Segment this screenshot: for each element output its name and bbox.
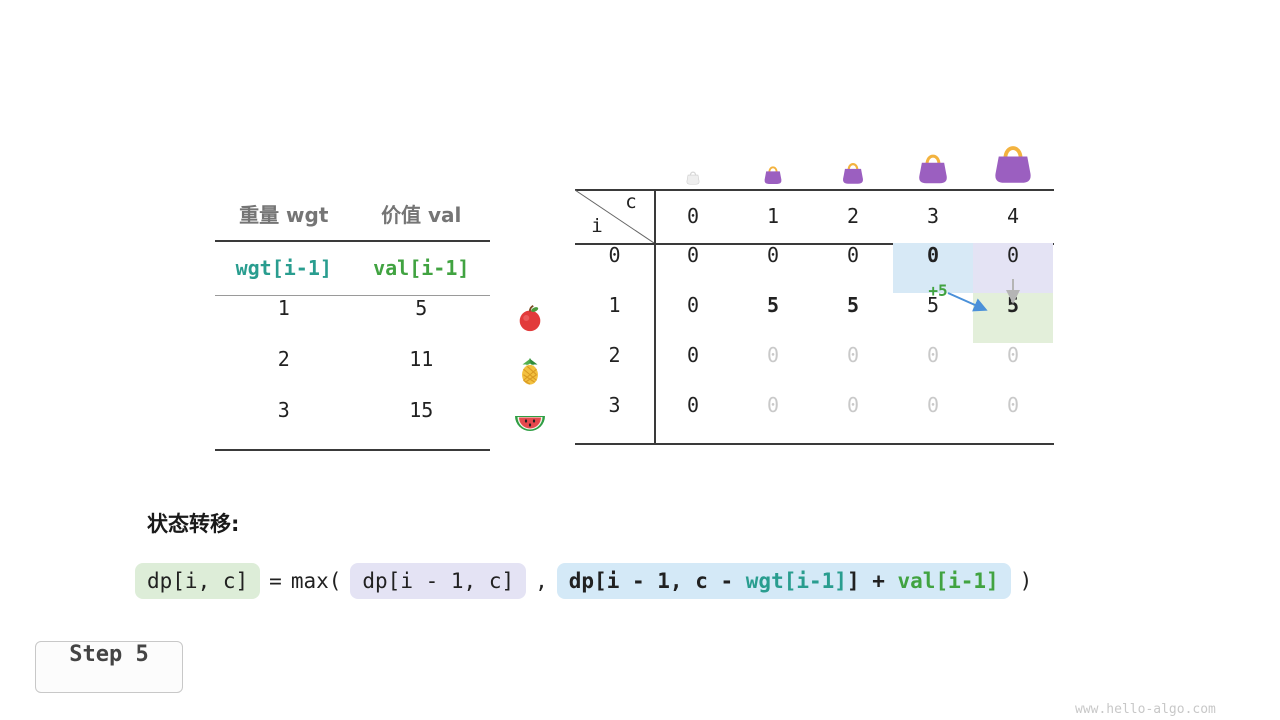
corner-row-var: i <box>591 215 603 237</box>
dp-cell-1-3: 5 <box>926 293 940 317</box>
item-2-weight: 2 <box>277 347 290 371</box>
transition-arrows <box>947 279 1020 312</box>
dp-table: c i 0 1 2 3 4 0 1 2 3 0 0 0 0 0 0 5 5 5 … <box>575 189 1054 445</box>
apple-icon <box>519 304 541 332</box>
dp-cell-0-1: 0 <box>766 243 780 267</box>
formula-max: max( <box>290 569 342 593</box>
plus-value-annotation: +5 <box>928 281 948 300</box>
item-row-2: 2 11 <box>215 347 490 398</box>
items-table: 重量 wgt 价值 val wgt[i-1] val[i-1] 1 5 2 11… <box>215 190 490 451</box>
transition-title: 状态转移: <box>147 512 240 536</box>
step-indicator: Step 5 <box>35 641 183 693</box>
formula-take-term: dp[i - 1, c - wgt[i-1]] + val[i-1] <box>556 563 1011 599</box>
dp-cell-0-3: 0 <box>893 243 973 293</box>
row-header-3: 3 <box>608 393 621 417</box>
dp-cell-2-2: 0 <box>846 343 860 367</box>
dp-table-bottom-border <box>575 443 1054 445</box>
handbag-icon-capacity-2 <box>843 163 863 184</box>
item-2-value: 11 <box>409 347 434 371</box>
item-row-1: 1 5 <box>215 296 490 347</box>
dp-cell-2-0: 0 <box>686 343 700 367</box>
handbag-icon-capacity-4 <box>995 146 1031 183</box>
dp-cell-2-4: 0 <box>1006 343 1020 367</box>
dp-cell-1-0: 0 <box>686 293 700 317</box>
dp-cell-3-4: 0 <box>1006 393 1020 417</box>
formula-close-paren: ) <box>1019 569 1033 593</box>
formula-comma: , <box>535 569 548 593</box>
row-header-2: 2 <box>608 343 621 367</box>
items-table-header-row: 重量 wgt 价值 val <box>215 190 490 242</box>
item-3-value: 15 <box>409 398 434 422</box>
corner-diagonal <box>575 189 654 243</box>
row-header-0: 0 <box>608 243 621 267</box>
dp-table-header-divider <box>575 243 1054 245</box>
take-val: val[i-1] <box>897 569 999 593</box>
take-prefix: dp[i - 1, c - <box>568 569 746 593</box>
dp-cell-0-2: 0 <box>846 243 860 267</box>
dp-cell-3-1: 0 <box>766 393 780 417</box>
col-header-3: 3 <box>926 204 940 228</box>
handbag-icon-capacity-1 <box>764 166 782 184</box>
dp-cell-3-3: 0 <box>926 393 940 417</box>
formula-equals: = <box>269 569 282 593</box>
col-header-0: 0 <box>686 204 700 228</box>
value-header: 价值 val <box>381 203 462 227</box>
formula-keep-term: dp[i - 1, c] <box>350 563 527 599</box>
dp-table-vertical-divider <box>654 189 656 444</box>
row-header-1: 1 <box>608 293 621 317</box>
item-row-3: 3 15 <box>215 398 490 451</box>
take-wgt: wgt[i-1] <box>745 569 847 593</box>
col-header-1: 1 <box>766 204 780 228</box>
col-header-2: 2 <box>846 204 860 228</box>
take-arrow <box>947 292 988 312</box>
item-3-weight: 3 <box>277 398 290 422</box>
formula-result: dp[i, c] <box>135 563 261 599</box>
dp-cell-2-1: 0 <box>766 343 780 367</box>
dp-cell-1-2: 5 <box>846 293 860 317</box>
dp-cell-2-3: 0 <box>926 343 940 367</box>
dp-cell-1-1: 5 <box>766 293 780 317</box>
take-mid: ] + <box>846 569 898 593</box>
watermark: www.hello-algo.com <box>1075 702 1216 717</box>
item-1-value: 5 <box>415 296 428 320</box>
weight-header: 重量 wgt <box>239 203 329 227</box>
dp-cell-3-2: 0 <box>846 393 860 417</box>
pineapple-icon <box>522 357 538 385</box>
items-table-subheader-row: wgt[i-1] val[i-1] <box>215 242 490 296</box>
wgt-subheader: wgt[i-1] <box>235 256 332 280</box>
transition-formula: dp[i, c] = max( dp[i - 1, c] , dp[i - 1,… <box>135 560 1032 602</box>
item-1-weight: 1 <box>277 296 290 320</box>
dp-cell-3-0: 0 <box>686 393 700 417</box>
handbag-icon-capacity-0 <box>686 171 700 185</box>
val-subheader: val[i-1] <box>373 256 470 280</box>
handbag-icon-capacity-3 <box>919 154 947 184</box>
corner-col-var: c <box>625 191 637 213</box>
watermelon-icon <box>515 416 545 431</box>
dp-cell-0-0: 0 <box>686 243 700 267</box>
col-header-4: 4 <box>1006 204 1020 228</box>
dp-table-top-border <box>575 189 1054 191</box>
